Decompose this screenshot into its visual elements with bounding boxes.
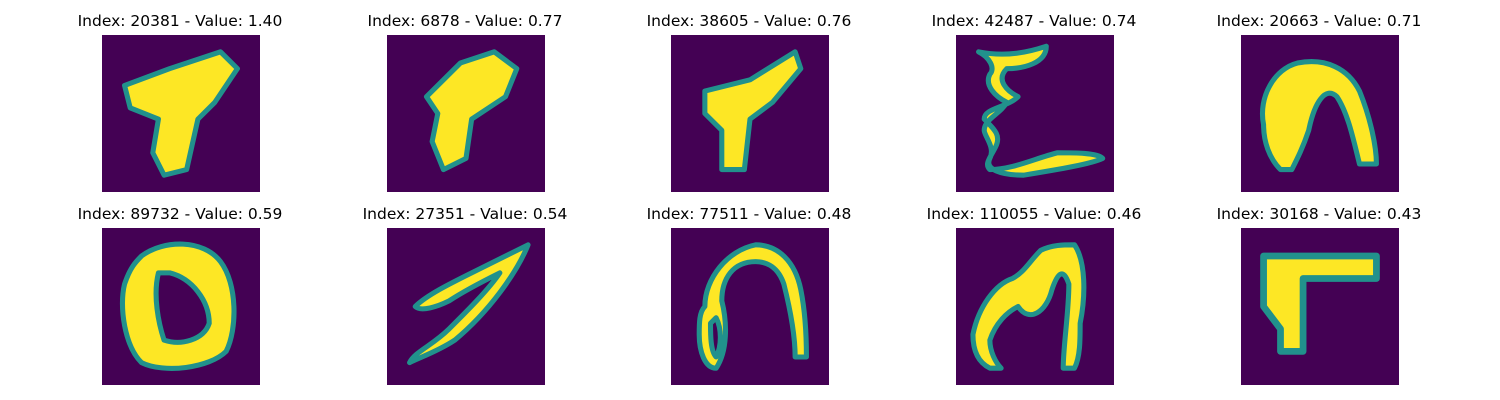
glyph-image <box>671 228 829 385</box>
panel-title: Index: 89732 - Value: 0.59 <box>77 205 283 223</box>
panel-3: Index: 38605 - Value: 0.76 <box>639 10 859 200</box>
panel-title: Index: 6878 - Value: 0.77 <box>367 12 563 30</box>
glyph-image <box>387 35 545 192</box>
panel-8: Index: 77511 - Value: 0.48 <box>639 203 859 393</box>
panel-6: Index: 89732 - Value: 0.59 <box>70 203 290 393</box>
glyph-image <box>1241 35 1399 192</box>
panel-7: Index: 27351 - Value: 0.54 <box>355 203 575 393</box>
panel-title: Index: 27351 - Value: 0.54 <box>362 205 568 223</box>
panel-10: Index: 30168 - Value: 0.43 <box>1209 203 1429 393</box>
panel-1: Index: 20381 - Value: 1.40 <box>70 10 290 200</box>
panel-5: Index: 20663 - Value: 0.71 <box>1209 10 1429 200</box>
panel-title: Index: 110055 - Value: 0.46 <box>926 205 1142 223</box>
panel-title: Index: 38605 - Value: 0.76 <box>646 12 852 30</box>
panel-title: Index: 20663 - Value: 0.71 <box>1216 12 1422 30</box>
panel-2: Index: 6878 - Value: 0.77 <box>355 10 575 200</box>
panel-title: Index: 77511 - Value: 0.48 <box>646 205 852 223</box>
panel-title: Index: 30168 - Value: 0.43 <box>1216 205 1422 223</box>
glyph-image <box>956 35 1114 192</box>
panel-title: Index: 20381 - Value: 1.40 <box>77 12 283 30</box>
glyph-image <box>387 228 545 385</box>
panel-4: Index: 42487 - Value: 0.74 <box>924 10 1144 200</box>
panel-9: Index: 110055 - Value: 0.46 <box>924 203 1144 393</box>
glyph-image <box>102 35 260 192</box>
glyph-image <box>956 228 1114 385</box>
glyph-image <box>102 228 260 385</box>
glyph-image <box>1241 228 1399 385</box>
glyph-image <box>671 35 829 192</box>
panel-title: Index: 42487 - Value: 0.74 <box>931 12 1137 30</box>
